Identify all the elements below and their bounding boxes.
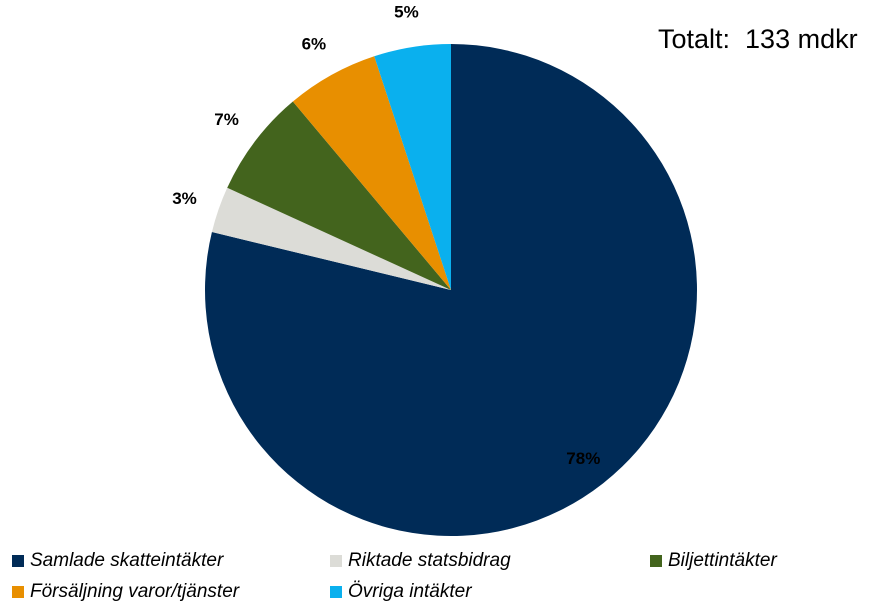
legend: Samlade skatteintäkter Riktade statsbidr… [12, 549, 872, 603]
legend-item-samlade-skatteintakter: Samlade skatteintäkter [12, 549, 223, 573]
pie-slice-0 [204, 44, 697, 536]
pie-slices [204, 44, 697, 536]
legend-swatch [330, 555, 342, 567]
legend-item-riktade-statsbidrag: Riktade statsbidrag [330, 549, 511, 573]
legend-swatch [12, 555, 24, 567]
legend-swatch [650, 555, 662, 567]
legend-label: Övriga intäkter [348, 581, 472, 602]
legend-item-forsaljning-varor-tjanster: Försäljning varor/tjänster [12, 580, 239, 604]
pie-value-labels: 78% 3% 7% 6% 5% [172, 3, 600, 469]
pie-slice-3 [292, 56, 451, 291]
legend-label: Biljettintäkter [668, 550, 777, 571]
pie-slice-1 [211, 187, 451, 290]
legend-label: Samlade skatteintäkter [30, 550, 224, 571]
pie-slice-4 [374, 44, 451, 290]
pie-value-label-4: 5% [394, 3, 419, 22]
legend-swatch [12, 586, 24, 598]
legend-label: Försäljning varor/tjänster [30, 581, 240, 602]
legend-label: Riktade statsbidrag [348, 550, 511, 571]
legend-swatch [330, 586, 342, 598]
pie-slice-2 [227, 101, 451, 290]
pie-value-label-1: 3% [172, 189, 197, 208]
legend-item-biljettintakter: Biljettintäkter [650, 549, 777, 573]
legend-item-ovriga-intakter: Övriga intäkter [330, 580, 472, 604]
pie-value-label-3: 6% [302, 35, 327, 54]
pie-value-label-0: 78% [566, 449, 600, 468]
pie-value-label-2: 7% [214, 110, 239, 129]
total-label: Totalt: 133 mdkr [658, 24, 858, 54]
